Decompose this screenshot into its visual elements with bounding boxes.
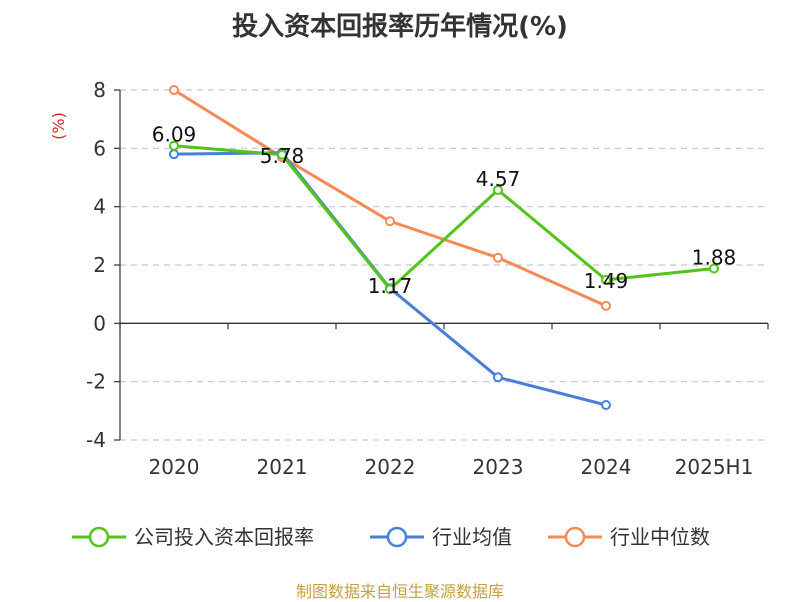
data-point	[385, 284, 395, 295]
data-point	[601, 400, 611, 410]
data-label: 4.57	[476, 167, 521, 191]
x-tick-label: 2020	[149, 455, 200, 479]
y-tick-label: 0	[93, 311, 106, 335]
legend-item-2[interactable]: 行业中位数	[548, 525, 710, 549]
data-point	[493, 372, 503, 383]
y-tick-label: 6	[93, 136, 106, 160]
data-point	[493, 185, 503, 196]
legend-swatch-marker	[88, 526, 110, 548]
legend-item-1[interactable]: 行业均值	[370, 525, 512, 549]
data-point	[277, 149, 287, 160]
legend-item-0[interactable]: 公司投入资本回报率	[72, 525, 314, 549]
y-tick-label: -2	[86, 370, 106, 394]
x-tick-label: 2022	[365, 455, 416, 479]
legend-label: 公司投入资本回报率	[134, 525, 314, 549]
legend-swatch-marker	[564, 526, 586, 548]
legend: 公司投入资本回报率 行业均值 行业中位数	[72, 525, 710, 549]
y-tick-label: 4	[93, 195, 106, 219]
data-labels: 6.09 5.78 1.17 4.57 1.49 1.88	[152, 123, 737, 299]
data-point	[385, 216, 395, 227]
source-note: 制图数据来自恒生聚源数据库	[295, 582, 504, 601]
chart-title: 投入资本回报率历年情况(%)	[232, 12, 568, 42]
legend-swatch-marker	[386, 526, 408, 548]
axes: -4 -2 0 2 4 6 8 2020 2021 2022 2023 2024 2025H1 (%)	[49, 78, 769, 479]
y-tick-label: 8	[93, 78, 106, 102]
series-line-0	[173, 144, 715, 291]
data-point	[601, 300, 611, 311]
data-label: 1.49	[584, 269, 629, 293]
data-label: 1.17	[368, 274, 413, 298]
data-point	[169, 85, 179, 95]
x-tick-label: 2025H1	[675, 455, 754, 479]
x-tick-label: 2024	[581, 455, 632, 479]
legend-label: 行业中位数	[610, 525, 710, 549]
data-point	[493, 252, 503, 263]
data-point	[601, 274, 611, 285]
data-label: 5.78	[260, 144, 305, 168]
y-tick-label: -4	[86, 428, 106, 452]
x-tick-label: 2023	[473, 455, 524, 479]
data-point	[709, 263, 719, 274]
y-tick-label: 2	[93, 253, 106, 277]
legend-label: 行业均值	[432, 525, 512, 549]
data-point	[169, 140, 179, 151]
data-label: 6.09	[152, 123, 197, 147]
data-label: 1.88	[692, 246, 737, 270]
data-point	[169, 149, 179, 160]
grid-lines	[120, 89, 768, 441]
series-lines	[169, 85, 719, 410]
y-axis-unit-label: (%)	[49, 112, 68, 140]
x-tick-label: 2021	[257, 455, 308, 479]
